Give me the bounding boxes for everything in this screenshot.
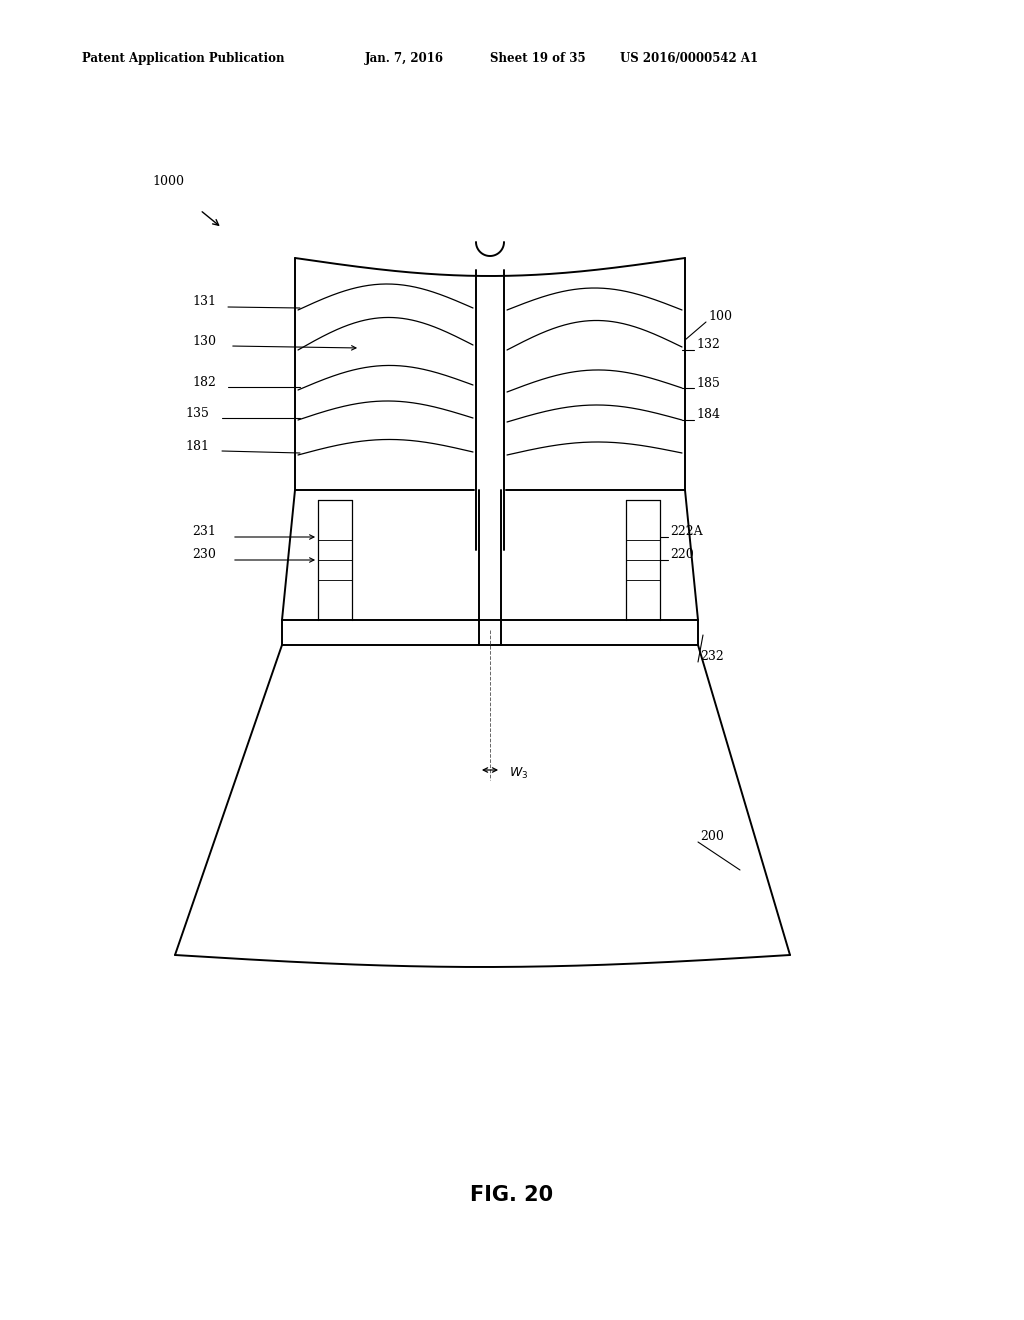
Text: 132: 132 <box>696 338 720 351</box>
Text: 185: 185 <box>696 378 720 389</box>
Text: US 2016/0000542 A1: US 2016/0000542 A1 <box>620 51 758 65</box>
Text: 200: 200 <box>700 830 724 843</box>
Text: 232: 232 <box>700 649 724 663</box>
Text: 220: 220 <box>670 548 693 561</box>
Text: FIG. 20: FIG. 20 <box>470 1185 554 1205</box>
Text: 181: 181 <box>185 440 209 453</box>
Text: Patent Application Publication: Patent Application Publication <box>82 51 285 65</box>
Text: 1000: 1000 <box>152 176 184 187</box>
Text: 184: 184 <box>696 408 720 421</box>
Text: 131: 131 <box>193 294 216 308</box>
Text: Sheet 19 of 35: Sheet 19 of 35 <box>490 51 586 65</box>
Text: 130: 130 <box>193 335 216 348</box>
Text: 222A: 222A <box>670 525 702 539</box>
Text: 100: 100 <box>708 310 732 323</box>
Text: Jan. 7, 2016: Jan. 7, 2016 <box>365 51 444 65</box>
Text: 230: 230 <box>193 548 216 561</box>
Text: 182: 182 <box>193 376 216 389</box>
Text: 231: 231 <box>193 525 216 539</box>
Text: 135: 135 <box>185 407 209 420</box>
Text: $W_3$: $W_3$ <box>509 766 528 780</box>
